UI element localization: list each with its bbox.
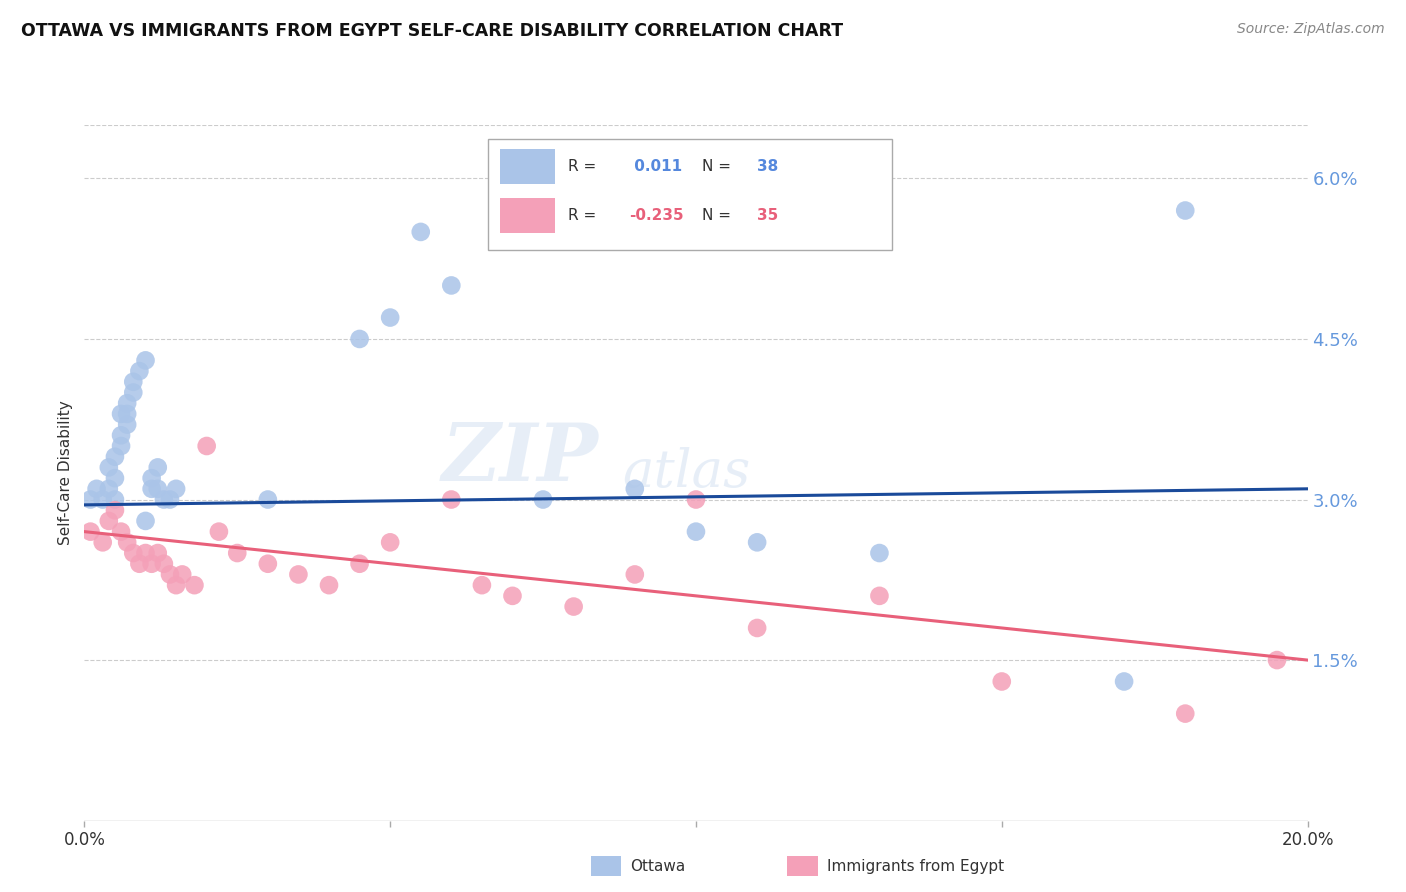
Point xyxy=(110,428,132,442)
Point xyxy=(1174,706,1197,721)
Point xyxy=(104,450,127,464)
Point xyxy=(79,524,101,539)
Point xyxy=(104,471,127,485)
Point xyxy=(97,460,120,475)
Point xyxy=(562,599,585,614)
Point xyxy=(110,439,132,453)
Point xyxy=(115,396,138,410)
Point xyxy=(1174,203,1197,218)
Point xyxy=(747,621,769,635)
Point xyxy=(159,567,181,582)
Point xyxy=(318,578,340,592)
Text: -0.235: -0.235 xyxy=(628,208,683,223)
Point xyxy=(104,492,127,507)
Text: 35: 35 xyxy=(758,208,779,223)
Point xyxy=(208,524,231,539)
Point xyxy=(97,514,120,528)
Point xyxy=(287,567,309,582)
FancyBboxPatch shape xyxy=(501,198,555,233)
Point xyxy=(135,546,157,560)
Point xyxy=(349,557,371,571)
Point xyxy=(380,535,402,549)
Point xyxy=(104,503,127,517)
Point xyxy=(146,546,169,560)
Point xyxy=(146,460,169,475)
Text: Ottawa: Ottawa xyxy=(630,859,685,873)
Point xyxy=(502,589,524,603)
Point xyxy=(440,278,463,293)
Point xyxy=(122,546,145,560)
Point xyxy=(531,492,554,507)
Point xyxy=(1265,653,1288,667)
Text: OTTAWA VS IMMIGRANTS FROM EGYPT SELF-CARE DISABILITY CORRELATION CHART: OTTAWA VS IMMIGRANTS FROM EGYPT SELF-CAR… xyxy=(21,22,844,40)
FancyBboxPatch shape xyxy=(488,139,891,250)
Point xyxy=(141,471,163,485)
Point xyxy=(97,482,120,496)
Point xyxy=(172,567,194,582)
Text: Source: ZipAtlas.com: Source: ZipAtlas.com xyxy=(1237,22,1385,37)
Point xyxy=(349,332,371,346)
Point xyxy=(380,310,402,325)
Point xyxy=(91,492,114,507)
Point xyxy=(183,578,205,592)
Point xyxy=(110,407,132,421)
Point xyxy=(153,557,176,571)
Point xyxy=(869,546,891,560)
Point xyxy=(146,482,169,496)
Text: 38: 38 xyxy=(758,159,779,174)
Point xyxy=(471,578,494,592)
Point xyxy=(165,578,187,592)
Point xyxy=(991,674,1014,689)
Point xyxy=(869,589,891,603)
Text: ZIP: ZIP xyxy=(441,420,598,498)
Y-axis label: Self-Care Disability: Self-Care Disability xyxy=(58,401,73,545)
Point xyxy=(122,375,145,389)
Text: N =: N = xyxy=(702,159,735,174)
Text: N =: N = xyxy=(702,208,735,223)
Point xyxy=(128,557,150,571)
Point xyxy=(624,567,647,582)
Point xyxy=(165,482,187,496)
Point xyxy=(226,546,249,560)
Text: Immigrants from Egypt: Immigrants from Egypt xyxy=(827,859,1004,873)
Point xyxy=(115,535,138,549)
FancyBboxPatch shape xyxy=(501,149,555,184)
Point xyxy=(440,492,463,507)
Point xyxy=(141,482,163,496)
Point xyxy=(624,482,647,496)
Point xyxy=(86,482,108,496)
Point xyxy=(110,524,132,539)
Point xyxy=(128,364,150,378)
Point xyxy=(153,492,176,507)
Point xyxy=(115,407,138,421)
Point xyxy=(685,524,707,539)
Text: atlas: atlas xyxy=(623,447,751,499)
Point xyxy=(135,353,157,368)
Point xyxy=(79,492,101,507)
Point xyxy=(257,492,280,507)
Point xyxy=(195,439,218,453)
Point xyxy=(91,535,114,549)
Point xyxy=(115,417,138,432)
Text: R =: R = xyxy=(568,208,600,223)
Point xyxy=(159,492,181,507)
Point xyxy=(257,557,280,571)
Point xyxy=(747,535,769,549)
Point xyxy=(685,492,707,507)
Text: R =: R = xyxy=(568,159,600,174)
Text: 0.011: 0.011 xyxy=(628,159,682,174)
Point xyxy=(409,225,432,239)
Point xyxy=(122,385,145,400)
Point xyxy=(141,557,163,571)
Point xyxy=(135,514,157,528)
Point xyxy=(1114,674,1136,689)
